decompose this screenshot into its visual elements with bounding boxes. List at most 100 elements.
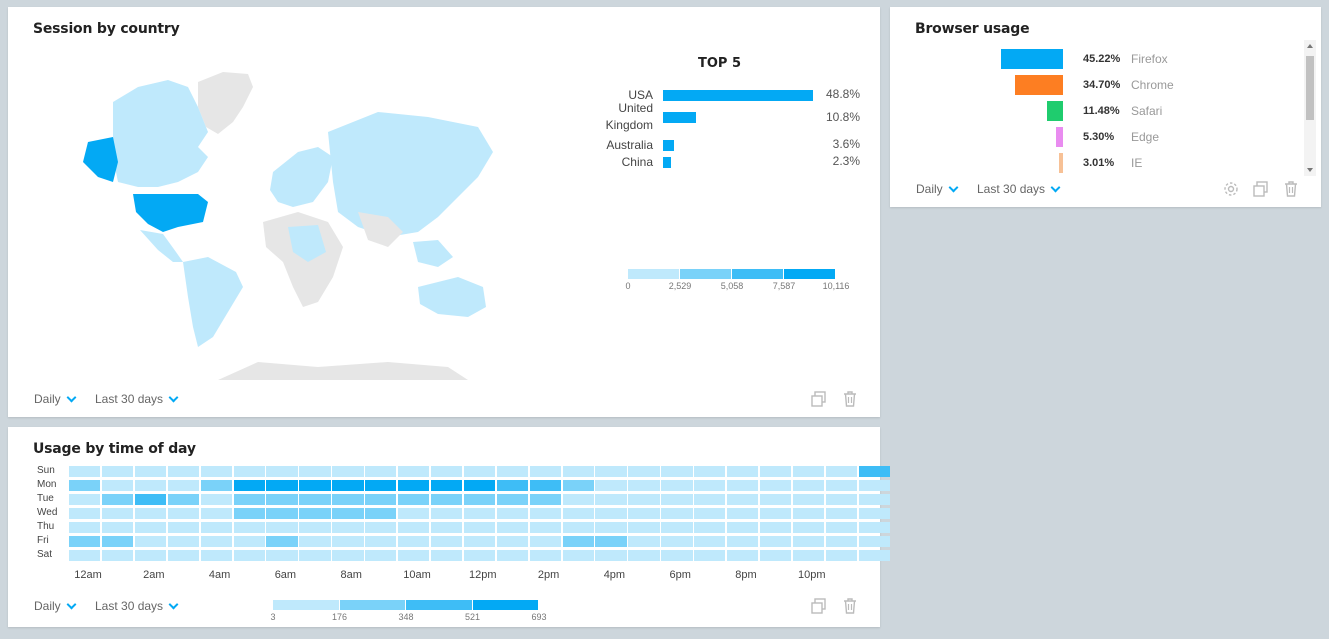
heatmap-cell bbox=[167, 522, 200, 533]
heatmap-cell bbox=[727, 550, 759, 561]
heatmap-cell bbox=[727, 494, 759, 505]
duplicate-icon[interactable] bbox=[810, 597, 828, 615]
heatmap-cell bbox=[694, 508, 726, 519]
legend-tick: 176 bbox=[331, 612, 348, 622]
heatmap-cell bbox=[167, 536, 200, 547]
scrollbar[interactable] bbox=[1304, 40, 1316, 176]
heatmap-cell bbox=[496, 508, 529, 519]
heatmap-cell bbox=[529, 466, 561, 477]
heatmap-cell bbox=[694, 466, 726, 477]
heatmap-cell bbox=[825, 466, 858, 477]
map-mexico bbox=[140, 230, 183, 262]
heatmap-cell bbox=[628, 494, 660, 505]
top5-bar bbox=[663, 157, 671, 168]
browser-name: Edge bbox=[1131, 130, 1160, 144]
heatmap-cell bbox=[496, 550, 529, 561]
period-label: Daily bbox=[34, 599, 61, 613]
legend-tick: 521 bbox=[464, 612, 481, 622]
scroll-thumb[interactable] bbox=[1306, 56, 1314, 120]
heatmap-cell bbox=[858, 466, 890, 477]
heatmap-cell bbox=[430, 536, 463, 547]
heatmap-cell bbox=[398, 508, 430, 519]
heatmap-cell bbox=[430, 494, 463, 505]
heatmap-cell bbox=[430, 550, 463, 561]
duplicate-icon[interactable] bbox=[1252, 180, 1270, 198]
heatmap-cell bbox=[200, 522, 232, 533]
heatmap-cell bbox=[299, 508, 331, 519]
trash-icon[interactable] bbox=[841, 390, 859, 408]
period-dropdown[interactable]: Daily bbox=[34, 392, 77, 406]
chevron-down-icon bbox=[65, 601, 77, 611]
browser-name: Safari bbox=[1131, 104, 1163, 118]
heatmap-cell bbox=[825, 536, 858, 547]
scroll-down-arrow[interactable] bbox=[1307, 168, 1313, 172]
heatmap-cell bbox=[398, 522, 430, 533]
heatmap-cell bbox=[858, 508, 890, 519]
range-dropdown[interactable]: Last 30 days bbox=[977, 182, 1061, 196]
scroll-up-arrow[interactable] bbox=[1307, 44, 1313, 48]
heatmap-cell bbox=[134, 522, 167, 533]
heatmap-cell bbox=[792, 466, 825, 477]
trash-icon[interactable] bbox=[1282, 180, 1300, 198]
browser-bar bbox=[1047, 101, 1063, 121]
heatmap-cell bbox=[299, 522, 331, 533]
range-dropdown[interactable]: Last 30 days bbox=[95, 599, 179, 613]
heatmap-cell bbox=[134, 494, 167, 505]
period-dropdown[interactable]: Daily bbox=[916, 182, 959, 196]
map-europe bbox=[270, 147, 333, 207]
heatmap-cell bbox=[792, 508, 825, 519]
heatmap-cell bbox=[365, 536, 397, 547]
browser-bar bbox=[1015, 75, 1063, 95]
heatmap-cell bbox=[694, 536, 726, 547]
legend-tick: 693 bbox=[531, 612, 547, 622]
heatmap-cell bbox=[825, 494, 858, 505]
duplicate-icon[interactable] bbox=[810, 390, 828, 408]
top5-label: United Kingdom bbox=[605, 101, 653, 132]
period-dropdown[interactable]: Daily bbox=[34, 599, 77, 613]
heatmap-cell bbox=[233, 480, 265, 491]
heatmap-cell bbox=[233, 522, 265, 533]
heatmap-cell bbox=[134, 466, 167, 477]
gear-icon[interactable] bbox=[1222, 180, 1240, 198]
browser-bar bbox=[1001, 49, 1063, 69]
heatmap-cell bbox=[628, 550, 660, 561]
heatmap-cell bbox=[661, 466, 693, 477]
legend-tick: 10,116 bbox=[822, 281, 850, 291]
heatmap-cell bbox=[825, 508, 858, 519]
heatmap-cell bbox=[200, 508, 232, 519]
heatmap-hour-label: 6pm bbox=[669, 569, 691, 581]
legend-tick: 7,587 bbox=[772, 281, 796, 291]
legend-swatch bbox=[784, 269, 835, 279]
card-title: Usage by time of day bbox=[33, 441, 196, 457]
heatmap-cell bbox=[463, 494, 496, 505]
heatmap-cell bbox=[266, 550, 298, 561]
heatmap-cell bbox=[69, 494, 101, 505]
top5-value: 3.6% bbox=[832, 137, 860, 151]
range-dropdown[interactable]: Last 30 days bbox=[95, 392, 179, 406]
trash-icon[interactable] bbox=[841, 597, 859, 615]
world-map[interactable] bbox=[58, 62, 508, 382]
top5-title: TOP 5 bbox=[698, 56, 742, 71]
heatmap-cell bbox=[661, 522, 693, 533]
legend-swatch bbox=[339, 600, 405, 610]
heatmap-cell bbox=[167, 494, 200, 505]
heatmap-cell bbox=[430, 480, 463, 491]
heatmap-day-label: Sat bbox=[37, 549, 53, 560]
heatmap-cell bbox=[69, 480, 101, 491]
heatmap-cell bbox=[496, 494, 529, 505]
heatmap-cell bbox=[759, 480, 792, 491]
heatmap-cell bbox=[101, 494, 134, 505]
top5-bar bbox=[663, 112, 697, 123]
heatmap-cell bbox=[200, 494, 232, 505]
heatmap-cell bbox=[727, 508, 759, 519]
heatmap-cell bbox=[595, 522, 627, 533]
heatmap-hour-label: 4am bbox=[208, 569, 231, 581]
heatmap-cell bbox=[332, 480, 364, 491]
heatmap-cell bbox=[299, 494, 331, 505]
map-greenland bbox=[198, 72, 253, 134]
chevron-down-icon bbox=[1049, 184, 1061, 194]
heatmap-cell bbox=[694, 522, 726, 533]
top5-label: China bbox=[621, 155, 653, 169]
heatmap-cell bbox=[628, 480, 660, 491]
top5-bar bbox=[663, 90, 813, 101]
